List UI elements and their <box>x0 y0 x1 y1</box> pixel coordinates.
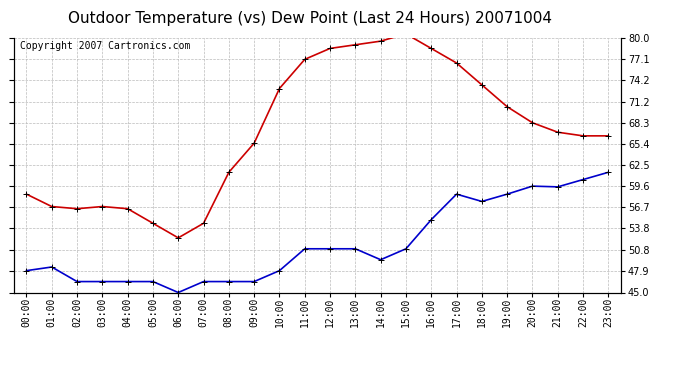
Text: Copyright 2007 Cartronics.com: Copyright 2007 Cartronics.com <box>20 41 190 51</box>
Text: Outdoor Temperature (vs) Dew Point (Last 24 Hours) 20071004: Outdoor Temperature (vs) Dew Point (Last… <box>68 11 553 26</box>
